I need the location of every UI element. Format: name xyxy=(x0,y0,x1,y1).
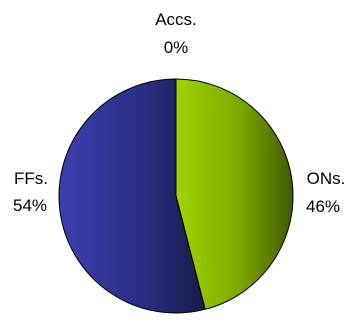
pie-slices xyxy=(58,78,294,314)
label-accs-percent: 0% xyxy=(164,38,189,57)
label-accs-name: Accs. xyxy=(155,10,197,29)
pie-slice-ffs xyxy=(58,78,206,314)
label-ons-name: ONs. xyxy=(307,169,346,188)
label-ons-percent: 46% xyxy=(306,197,340,216)
pie-labels: Accs. 0% ONs. 46% FFs. 54% xyxy=(13,10,345,216)
label-ffs-name: FFs. xyxy=(14,169,48,188)
pie-slice-ons xyxy=(175,78,294,310)
label-ffs-percent: 54% xyxy=(13,196,47,215)
